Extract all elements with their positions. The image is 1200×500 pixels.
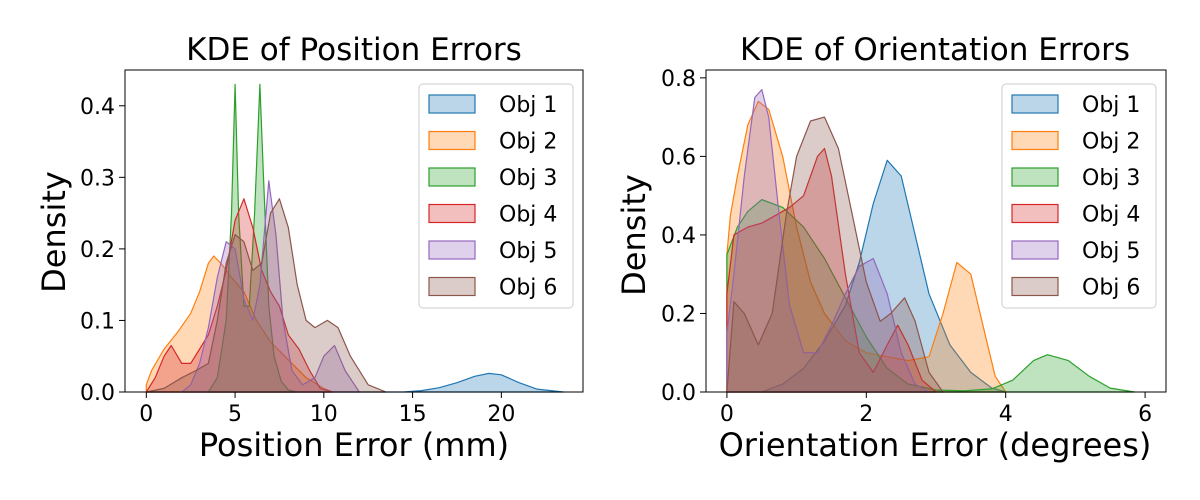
legend-box: [1001, 83, 1157, 309]
legend-swatch: [428, 94, 476, 114]
series-area-obj-2: [726, 100, 1007, 393]
chart-title: KDE of Position Errors: [186, 32, 522, 68]
legend-label: Obj 6: [499, 276, 557, 301]
series-area-obj-6: [726, 116, 944, 393]
legend-label: Obj 3: [499, 166, 557, 191]
plot-area: [124, 69, 584, 393]
legend-label: Obj 4: [1082, 203, 1140, 228]
x-tick-label: 10: [310, 402, 338, 427]
legend-label: Obj 3: [1082, 166, 1140, 191]
x-ticks: 0 2 4 6: [720, 392, 1152, 427]
legend-swatch: [428, 167, 476, 187]
legend-label: Obj 2: [1082, 130, 1140, 155]
legend-swatch: [1011, 130, 1059, 151]
legend-swatch: [428, 203, 476, 224]
series-area-obj-4: [145, 198, 334, 393]
y-ticks: 0.0 0.1 0.2 0.3 0.4: [80, 95, 125, 406]
series-area-obj-5: [181, 180, 360, 393]
x-tick-label: 0: [720, 402, 734, 427]
x-tick-label: 0: [139, 402, 153, 427]
legend-swatch: [428, 130, 476, 151]
legend-label: Obj 1: [1082, 93, 1140, 118]
series-area-obj-6: [145, 198, 387, 393]
chart-title: KDE of Orientation Errors: [740, 32, 1130, 68]
y-tick-label: 0.3: [80, 166, 115, 191]
x-axis-label: Position Error (mm): [199, 426, 509, 464]
x-tick-label: 2: [859, 402, 873, 427]
legend-swatch: [1011, 167, 1059, 187]
x-axis-label: Orientation Error (degrees): [719, 426, 1152, 464]
legend: Obj 1 Obj 2 Obj 3 Obj 4 Obj 5 Obj 6: [1001, 83, 1157, 309]
x-tick-label: 20: [487, 402, 515, 427]
y-tick-label: 0.6: [661, 145, 696, 170]
chart-position-errors: KDE of Position Errors 0 5 10 15 20 0.00.10.…: [35, 32, 584, 464]
series-area-obj-1: [145, 372, 565, 393]
legend-swatch: [428, 240, 476, 260]
y-tick-label: 0.2: [661, 302, 696, 327]
y-axis-label: Density: [35, 171, 73, 293]
series-area-obj-1: [761, 159, 1007, 393]
legend-label: Obj 5: [499, 239, 557, 264]
series-areas: [145, 83, 565, 393]
x-tick-label: 4: [999, 402, 1013, 427]
y-tick-label: 0.8: [661, 67, 696, 92]
series-area-obj-3: [726, 199, 1136, 393]
legend-label: Obj 5: [1082, 239, 1140, 264]
x-tick-label: 5: [228, 402, 242, 427]
legend-label: Obj 6: [1082, 276, 1140, 301]
y-tick-label: 0.4: [661, 224, 696, 249]
legend-label: Obj 1: [499, 93, 557, 118]
plot-area: [705, 69, 1167, 393]
legend-swatch: [1011, 276, 1059, 297]
y-tick-label: 0.0: [80, 381, 115, 406]
axes-frame: [705, 69, 1167, 393]
legend-swatch: [1011, 94, 1059, 114]
x-tick-label: 6: [1138, 402, 1152, 427]
y-axis-label: Density: [615, 174, 653, 296]
y-tick-label: 0.2: [80, 238, 115, 263]
legend-label: Obj 4: [499, 203, 557, 228]
legend-swatch: [1011, 203, 1059, 224]
legend-swatch: [428, 276, 476, 297]
x-tick-label: 15: [399, 402, 427, 427]
legend-label: Obj 2: [499, 130, 557, 155]
chart-orientation-errors: KDE of Orientation Errors 0 2 4 6 0.0 0.2 0.4…: [615, 32, 1167, 464]
legend-swatch: [1011, 240, 1059, 260]
y-tick-label: 0.0: [661, 381, 696, 406]
y-tick-label: 0.4: [80, 95, 115, 120]
y-tick-label: 0.1: [80, 309, 115, 334]
axes-frame: [124, 69, 584, 393]
x-ticks: 0 5 10 15 20: [139, 392, 515, 427]
legend-box: [418, 83, 574, 309]
y-ticks: 0.0 0.2 0.4 0.6 0.8: [661, 67, 706, 406]
series-area-obj-4: [726, 147, 937, 393]
series-areas: [726, 89, 1136, 393]
legend: Obj 1 Obj 2 Obj 3 Obj 4 Obj 5 Obj 6: [418, 83, 574, 309]
